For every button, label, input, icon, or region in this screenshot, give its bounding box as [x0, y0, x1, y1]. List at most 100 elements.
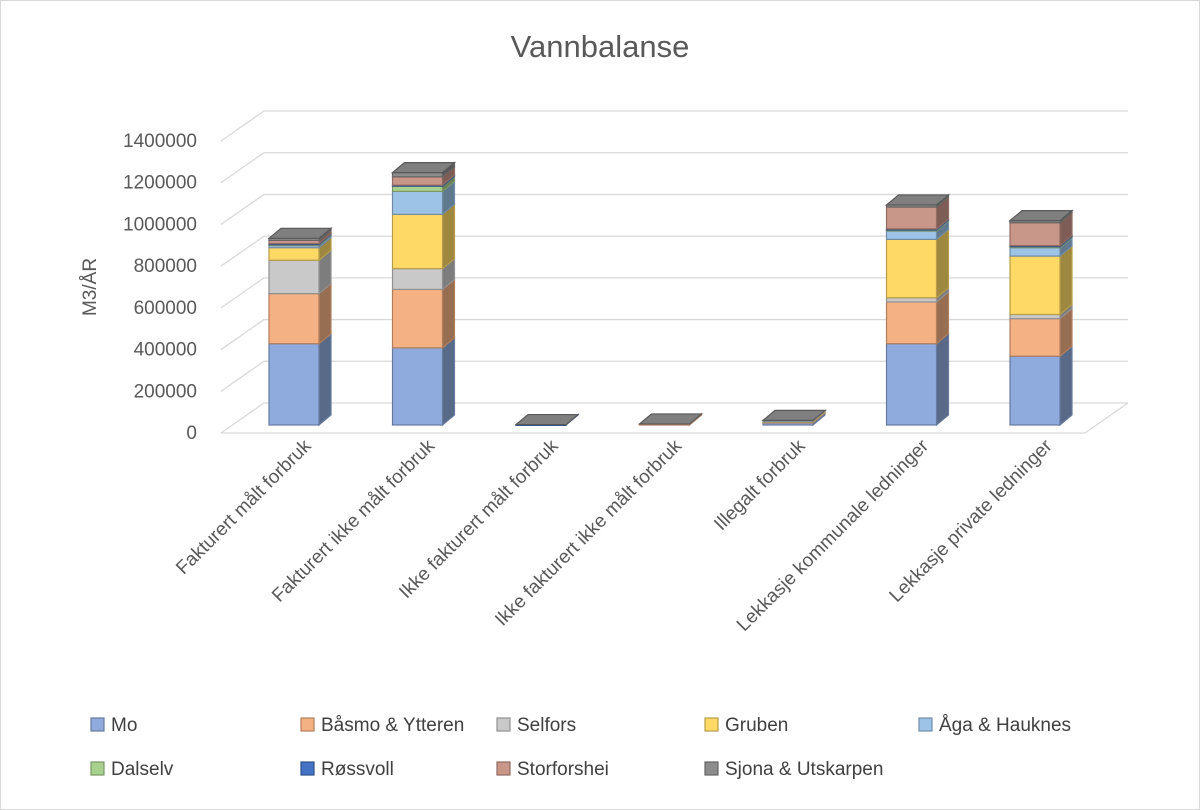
y-tick-label: 0	[186, 423, 197, 444]
legend-swatch	[300, 717, 315, 732]
bar-side	[441, 203, 456, 270]
legend-item-aga-hauknes: Åga & Hauknes	[918, 715, 1071, 736]
bar-top	[1008, 210, 1074, 222]
y-tick-label: 1000000	[123, 214, 197, 235]
bar-side	[1059, 344, 1073, 427]
gridline	[220, 277, 1128, 309]
bar-front	[1009, 313, 1061, 320]
bar-front	[391, 267, 444, 291]
legend-label: Selfors	[517, 715, 576, 736]
y-tick-label: 200000	[134, 381, 197, 402]
legend-item-sjona-utskarpen: Sjona & Utskarpen	[704, 759, 883, 780]
bar-front	[391, 176, 444, 186]
bar-front	[391, 172, 444, 178]
legend-item-mo: Mo	[90, 715, 137, 736]
bar-segment-gruben	[391, 203, 456, 270]
bar-segment-mo	[268, 332, 332, 427]
bar-front	[391, 190, 444, 215]
legend: Mo Båsmo & Ytteren Selfors Gruben Åga & Hauk…	[90, 715, 1071, 780]
x-tick-label: Lekkasje kommunale ledninger	[733, 435, 934, 636]
bar-top	[884, 194, 951, 206]
y-tick-label: 1400000	[123, 131, 197, 152]
bar-stack-lekkasje-private-ledninger	[1008, 209, 1074, 427]
y-tick-label: 600000	[134, 298, 197, 319]
bar-front	[1009, 355, 1061, 426]
bar-segment-mo	[885, 332, 950, 427]
y-tick-label: 1200000	[123, 173, 197, 194]
y-tick-label: 400000	[134, 340, 197, 361]
legend-item-selfors: Selfors	[496, 715, 576, 736]
gridline	[220, 110, 1128, 142]
y-axis-label: M3/ÅR	[80, 258, 101, 316]
bar-segment-gruben	[885, 228, 950, 300]
bar-side	[1059, 244, 1073, 316]
bar-segment-storforshei	[885, 195, 950, 231]
bar-side	[935, 332, 950, 427]
gridline	[220, 360, 1128, 392]
bar-front	[1009, 222, 1061, 247]
legend-item-dalselv: Dalselv	[90, 759, 174, 780]
bar-top	[390, 162, 457, 174]
bar-front	[1009, 255, 1061, 316]
legend-label: Åga & Hauknes	[939, 715, 1071, 736]
legend-item-basmo-ytteren: Båsmo & Ytteren	[300, 715, 464, 736]
bar-side	[441, 278, 456, 350]
bar-segment-basmo-ytteren	[1009, 307, 1073, 358]
gridline	[220, 152, 1128, 184]
bar-segment-mo	[1009, 344, 1073, 427]
legend-swatch	[918, 717, 933, 732]
bar-segment-selfors	[268, 248, 332, 295]
bar-front	[885, 301, 938, 345]
bar-stack-lekkasje-kommunale-ledninger	[884, 193, 951, 427]
bar-segment-gruben	[1009, 244, 1073, 316]
bar-front	[391, 347, 444, 426]
bar-segment-basmo-ytteren	[391, 278, 456, 350]
bar-segment-basmo-ytteren	[885, 290, 950, 345]
bar-stack-fakturert-malt-forbruk	[267, 227, 333, 427]
bar-front	[268, 293, 320, 345]
floor-edge	[1084, 402, 1129, 434]
bar-stack-ikke-fakturert-malt-forbruk	[514, 413, 580, 427]
legend-swatch	[704, 761, 719, 776]
legend-label: Storforshei	[517, 759, 609, 780]
legend-item-rossvoll: Røssvoll	[300, 759, 394, 780]
bar-stack-fakturert-ikke-malt-forbruk	[390, 161, 457, 427]
bar-top	[761, 409, 827, 422]
bar-top	[514, 413, 580, 426]
legend-label: Båsmo & Ytteren	[321, 715, 464, 736]
bar-side	[318, 332, 332, 427]
gridlines	[220, 110, 1129, 434]
legend-swatch	[496, 717, 511, 732]
bar-front	[268, 259, 320, 295]
gridline	[220, 193, 1128, 225]
x-tick-label: Fakturert målt forbruk	[172, 435, 316, 579]
x-tick-label: Illegalt forbruk	[710, 435, 810, 535]
legend-swatch	[90, 717, 105, 732]
bars	[267, 161, 1074, 427]
bar-top	[267, 227, 333, 239]
legend-label: Gruben	[725, 715, 788, 736]
bar-stack-illegalt-forbruk	[761, 409, 827, 427]
bar-side	[441, 336, 456, 427]
legend-label: Dalselv	[111, 759, 174, 780]
bar-front	[391, 288, 444, 349]
y-axis-ticks: 0 200000 400000 600000 800000 1000000 1200000 1…	[123, 131, 197, 444]
legend-swatch	[704, 717, 719, 732]
bar-segment-basmo-ytteren	[268, 282, 332, 345]
legend-label: Mo	[111, 715, 137, 736]
chart-title: Vannbalanse	[511, 29, 690, 64]
bar-stack-ikke-fakturert-ikke-malt-forbruk	[637, 412, 704, 427]
y-tick-label: 800000	[134, 256, 197, 277]
bar-front	[885, 206, 938, 230]
bar-front	[391, 185, 444, 193]
legend-item-storforshei: Storforshei	[496, 759, 609, 780]
legend-item-gruben: Gruben	[704, 715, 788, 736]
gridline	[220, 235, 1128, 267]
bar-front	[885, 297, 938, 303]
gridline	[220, 318, 1128, 351]
legend-label: Røssvoll	[321, 759, 394, 780]
bar-front	[268, 247, 320, 261]
legend-label: Sjona & Utskarpen	[725, 759, 883, 780]
